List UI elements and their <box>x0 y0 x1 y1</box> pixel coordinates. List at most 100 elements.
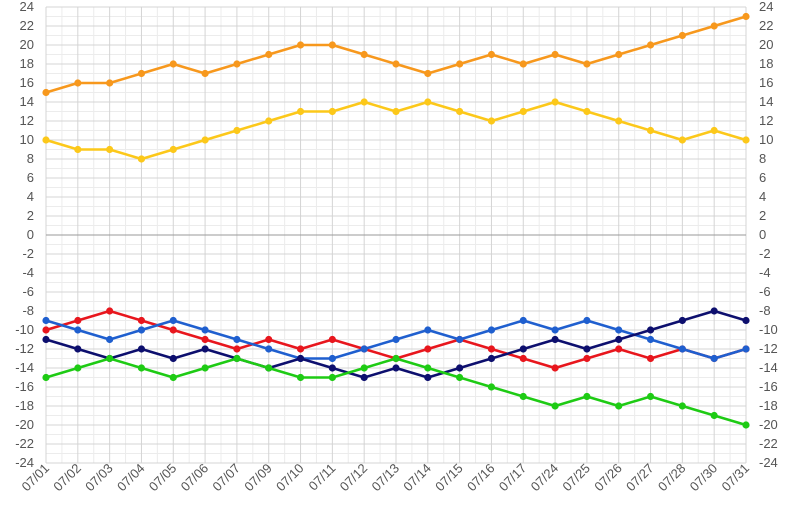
data-point <box>201 326 209 334</box>
data-point <box>678 136 686 144</box>
data-point <box>487 383 496 391</box>
x-tick-label: 07/17 <box>496 461 530 495</box>
data-point <box>519 392 527 401</box>
y-tick-label-left: 4 <box>27 189 34 204</box>
data-point <box>583 392 591 401</box>
data-point <box>392 354 400 363</box>
y-tick-label-left: 14 <box>20 94 34 109</box>
data-point <box>265 345 273 353</box>
data-point <box>710 22 718 30</box>
data-point <box>424 345 432 353</box>
y-tick-label-left: 12 <box>20 113 34 128</box>
x-tick-label: 07/28 <box>655 461 689 495</box>
data-point <box>360 98 368 106</box>
x-tick-label: 07/02 <box>50 461 84 495</box>
data-point <box>169 326 177 334</box>
data-point <box>233 335 241 344</box>
data-point <box>265 335 273 344</box>
y-tick-label-right: -4 <box>759 265 771 280</box>
y-tick-label-right: 18 <box>759 56 773 71</box>
data-point <box>615 117 623 125</box>
x-tick-label: 07/05 <box>146 461 180 495</box>
data-point <box>360 50 368 59</box>
data-point <box>742 316 750 325</box>
data-point <box>424 326 432 334</box>
data-point <box>519 345 527 353</box>
data-point <box>392 364 400 372</box>
x-tick-label: 07/30 <box>687 461 721 495</box>
data-point <box>551 98 559 106</box>
data-point <box>678 316 686 325</box>
y-tick-label-right: -10 <box>759 322 778 337</box>
data-point <box>646 354 655 363</box>
x-tick-label: 07/06 <box>178 461 212 495</box>
data-point <box>137 69 146 78</box>
data-point <box>551 364 559 372</box>
y-tick-label-right: -14 <box>759 360 778 375</box>
data-point <box>360 373 368 382</box>
data-point <box>74 316 82 325</box>
y-tick-label-left: -16 <box>15 379 34 394</box>
y-tick-label-left: 8 <box>27 151 34 166</box>
data-point <box>583 345 591 353</box>
y-tick-label-right: 16 <box>759 75 773 90</box>
data-point <box>615 345 623 353</box>
data-point <box>137 364 146 372</box>
data-point <box>169 316 177 325</box>
y-tick-label-right: 10 <box>759 132 773 147</box>
y-tick-label-right: -18 <box>759 398 778 413</box>
data-point <box>710 411 718 420</box>
y-tick-label-right: -16 <box>759 379 778 394</box>
data-point <box>296 107 305 116</box>
data-point <box>487 117 496 125</box>
data-point <box>169 354 177 363</box>
data-point <box>137 326 146 334</box>
y-tick-label-left: -24 <box>15 455 34 470</box>
data-point <box>169 60 177 68</box>
data-point <box>456 373 464 382</box>
data-point <box>296 41 305 49</box>
data-point <box>710 126 718 135</box>
data-point <box>742 12 750 21</box>
x-tick-label: 07/16 <box>464 461 498 495</box>
data-point <box>456 60 464 68</box>
data-point <box>74 326 82 334</box>
data-point <box>201 69 209 78</box>
x-tick-label: 07/15 <box>432 461 466 495</box>
y-tick-label-left: -8 <box>22 303 34 318</box>
y-tick-label-right: -6 <box>759 284 771 299</box>
data-point <box>742 345 750 353</box>
data-point <box>106 145 114 154</box>
data-point <box>551 50 559 59</box>
series-6 <box>42 354 750 429</box>
x-tick-label: 07/27 <box>623 461 657 495</box>
data-point <box>106 307 114 315</box>
data-point <box>106 79 114 87</box>
data-point <box>551 335 559 344</box>
y-tick-label-right: 0 <box>759 227 766 242</box>
data-point <box>169 145 177 154</box>
data-point <box>233 345 241 353</box>
data-point <box>201 136 209 144</box>
data-point <box>74 364 82 372</box>
y-tick-label-right: -8 <box>759 303 771 318</box>
y-axis-right: 242220181614121086420-2-4-6-8-10-12-14-1… <box>759 0 778 470</box>
data-point <box>710 354 718 363</box>
data-point <box>42 316 50 325</box>
series-1 <box>42 12 750 97</box>
data-point <box>328 41 336 49</box>
data-point <box>583 107 591 116</box>
data-point <box>265 364 273 372</box>
y-tick-label-left: -20 <box>15 417 34 432</box>
data-point <box>646 326 655 334</box>
x-axis: 07/0107/0207/0307/0407/0507/0607/0707/09… <box>19 461 753 495</box>
data-point <box>42 373 50 382</box>
data-point <box>328 335 336 344</box>
data-point <box>678 345 686 353</box>
y-tick-label-left: 0 <box>27 227 34 242</box>
y-tick-label-left: 2 <box>27 208 34 223</box>
data-point <box>487 354 496 363</box>
y-tick-label-right: 8 <box>759 151 766 166</box>
y-tick-label-left: 16 <box>20 75 34 90</box>
